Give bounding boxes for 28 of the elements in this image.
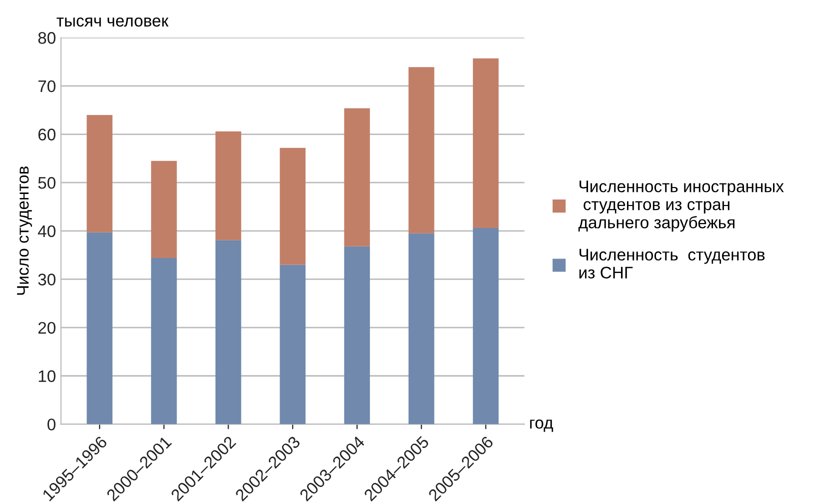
- y-tick-label: 70: [38, 80, 56, 92]
- y-tick-label: 0: [47, 418, 56, 430]
- bar: [344, 246, 370, 424]
- bar: [280, 264, 306, 424]
- bar: [472, 228, 499, 424]
- bar: [86, 114, 112, 232]
- bar: [151, 258, 177, 424]
- bar: [408, 67, 434, 234]
- bar: [408, 233, 434, 424]
- bar: [215, 240, 242, 424]
- y-axis-title: Число студентов: [17, 166, 32, 295]
- y-tick-label: 80: [38, 32, 56, 44]
- y-tick-label: 50: [38, 177, 56, 189]
- bar: [472, 58, 499, 228]
- legend-label: Численность иностранных студентов из стран дальнего зарубежья: [578, 180, 784, 232]
- legend-label: Численность студентов из СНГ: [579, 248, 765, 279]
- text: тысяч человек: [56, 17, 169, 27]
- bar: [215, 131, 242, 240]
- y-tick-label: 40: [38, 225, 56, 238]
- bar: [280, 148, 306, 265]
- bar: [151, 160, 177, 258]
- x-axis-title: год: [530, 420, 554, 432]
- y-tick-label: 20: [38, 322, 56, 334]
- bar: [86, 232, 112, 424]
- y-tick-label: 10: [38, 370, 56, 382]
- bar: [344, 108, 370, 246]
- y-tick-label: 30: [38, 274, 56, 286]
- y-tick-label: 60: [38, 128, 56, 140]
